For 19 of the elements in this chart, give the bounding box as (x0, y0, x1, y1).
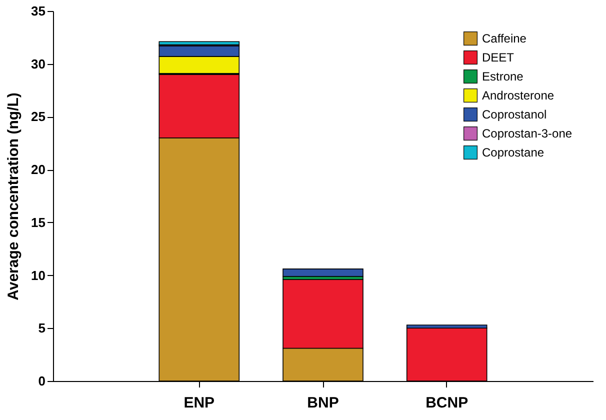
legend-label: DEET (482, 50, 515, 64)
y-tick-label: 0 (38, 374, 46, 388)
legend-label: Estrone (482, 70, 524, 84)
y-tick-label: 5 (38, 320, 46, 336)
y-tick-label: 20 (31, 162, 46, 178)
x-tick-label: BCNP (426, 394, 468, 412)
legend-label: Coprostan-3-one (482, 126, 572, 140)
x-tick-label: BNP (307, 394, 339, 412)
legend-label: Coprostane (482, 146, 544, 160)
legend-label: Androsterone (482, 88, 554, 102)
y-tick-label: 25 (31, 109, 46, 124)
x-tick-label: ENP (184, 394, 215, 412)
legend-label: Caffeine (482, 32, 527, 46)
legend-label: Coprostanol (482, 108, 547, 122)
y-tick-label: 35 (31, 4, 46, 18)
y-tick-label: 10 (31, 268, 46, 283)
y-tick-label: 30 (31, 56, 46, 72)
y-tick-label: 15 (31, 214, 46, 230)
y-axis-title: Average concentration (ng/L) (5, 92, 22, 300)
